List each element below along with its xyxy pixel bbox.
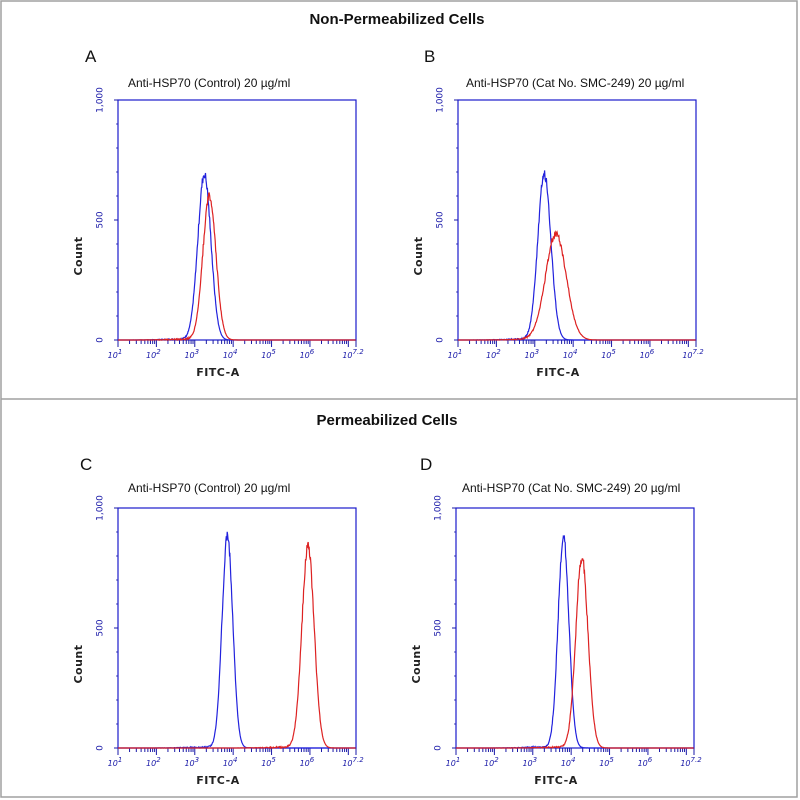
y-tick-label: 500 (96, 619, 106, 636)
x-tick-label: 105 (599, 756, 614, 768)
series-red-histogram (458, 230, 696, 341)
x-tick-label: 106 (300, 756, 315, 768)
y-tick-label: 1,000 (96, 495, 106, 521)
x-tick-label: 103 (184, 348, 199, 360)
plot-area-a (117, 99, 357, 341)
x-tick-label: 104 (223, 756, 238, 768)
y-axis-label: Count (412, 236, 425, 275)
x-tick-label: 105 (261, 348, 276, 360)
panel-c: C Anti-HSP70 (Control) 20 µg/ml 0 500 1,000 C… (72, 455, 364, 787)
x-tick-label: 102 (486, 348, 501, 360)
x-tick-label: 101 (108, 348, 123, 360)
y-tick-label: 500 (436, 211, 446, 228)
panel-title-c: Anti-HSP70 (Control) 20 µg/ml (128, 481, 290, 495)
panel-a: A Anti-HSP70 (Control) 20 µg/ml 0 500 1,000 C… (72, 47, 364, 379)
x-tick-label: 104 (563, 348, 578, 360)
y-axis-label: Count (72, 236, 85, 275)
x-tick-label: 107.2 (680, 756, 702, 768)
section-title-permeabilized: Permeabilized Cells (317, 412, 458, 429)
panel-letter-b: B (424, 47, 435, 66)
x-axis-label: FITC-A (196, 774, 240, 787)
x-tick-label: 104 (561, 756, 576, 768)
x-tick-label: 106 (640, 348, 655, 360)
series-red-histogram (118, 541, 356, 750)
x-tick-label: 103 (184, 756, 199, 768)
panel-title-d: Anti-HSP70 (Cat No. SMC-249) 20 µg/ml (462, 481, 680, 495)
x-axis-label: FITC-A (196, 366, 240, 379)
y-tick-label: 1,000 (434, 495, 444, 521)
panel-d: D Anti-HSP70 (Cat No. SMC-249) 20 µg/ml 0 5… (410, 455, 702, 787)
plot-area-d (455, 507, 695, 749)
y-tick-label: 1,000 (96, 87, 106, 113)
y-tick-label: 0 (96, 745, 106, 751)
section-title-non-permeabilized: Non-Permeabilized Cells (309, 11, 484, 28)
y-tick-label: 500 (434, 619, 444, 636)
y-tick-label: 1,000 (436, 87, 446, 113)
x-tick-label: 107.2 (342, 756, 364, 768)
x-tick-label: 107.2 (682, 348, 704, 360)
x-tick-label: 107.2 (342, 348, 364, 360)
y-tick-label: 500 (96, 211, 106, 228)
series-red-histogram (456, 558, 694, 749)
x-tick-label: 104 (223, 348, 238, 360)
x-axis-label: FITC-A (534, 774, 578, 787)
x-tick-label: 101 (108, 756, 123, 768)
y-axis-label: Count (72, 644, 85, 683)
panel-letter-a: A (85, 47, 97, 66)
x-tick-label: 103 (524, 348, 539, 360)
plot-area-b (457, 99, 697, 341)
series-red-histogram (118, 192, 356, 342)
x-tick-label: 101 (446, 756, 461, 768)
x-tick-label: 103 (522, 756, 537, 768)
y-tick-label: 0 (434, 745, 444, 751)
panel-title-b: Anti-HSP70 (Cat No. SMC-249) 20 µg/ml (466, 76, 684, 90)
x-tick-label: 102 (484, 756, 499, 768)
y-tick-label: 0 (436, 337, 446, 343)
x-axis-label: FITC-A (536, 366, 580, 379)
x-tick-label: 101 (448, 348, 463, 360)
panel-letter-c: C (80, 455, 92, 474)
y-axis-label: Count (410, 644, 423, 683)
panel-letter-d: D (420, 455, 432, 474)
y-tick-label: 0 (96, 337, 106, 343)
x-tick-label: 105 (601, 348, 616, 360)
panel-title-a: Anti-HSP70 (Control) 20 µg/ml (128, 76, 290, 90)
x-tick-label: 102 (146, 756, 161, 768)
x-tick-label: 105 (261, 756, 276, 768)
x-tick-label: 106 (638, 756, 653, 768)
x-tick-label: 106 (300, 348, 315, 360)
x-tick-label: 102 (146, 348, 161, 360)
panel-b: B Anti-HSP70 (Cat No. SMC-249) 20 µg/ml 0 5… (412, 47, 704, 379)
